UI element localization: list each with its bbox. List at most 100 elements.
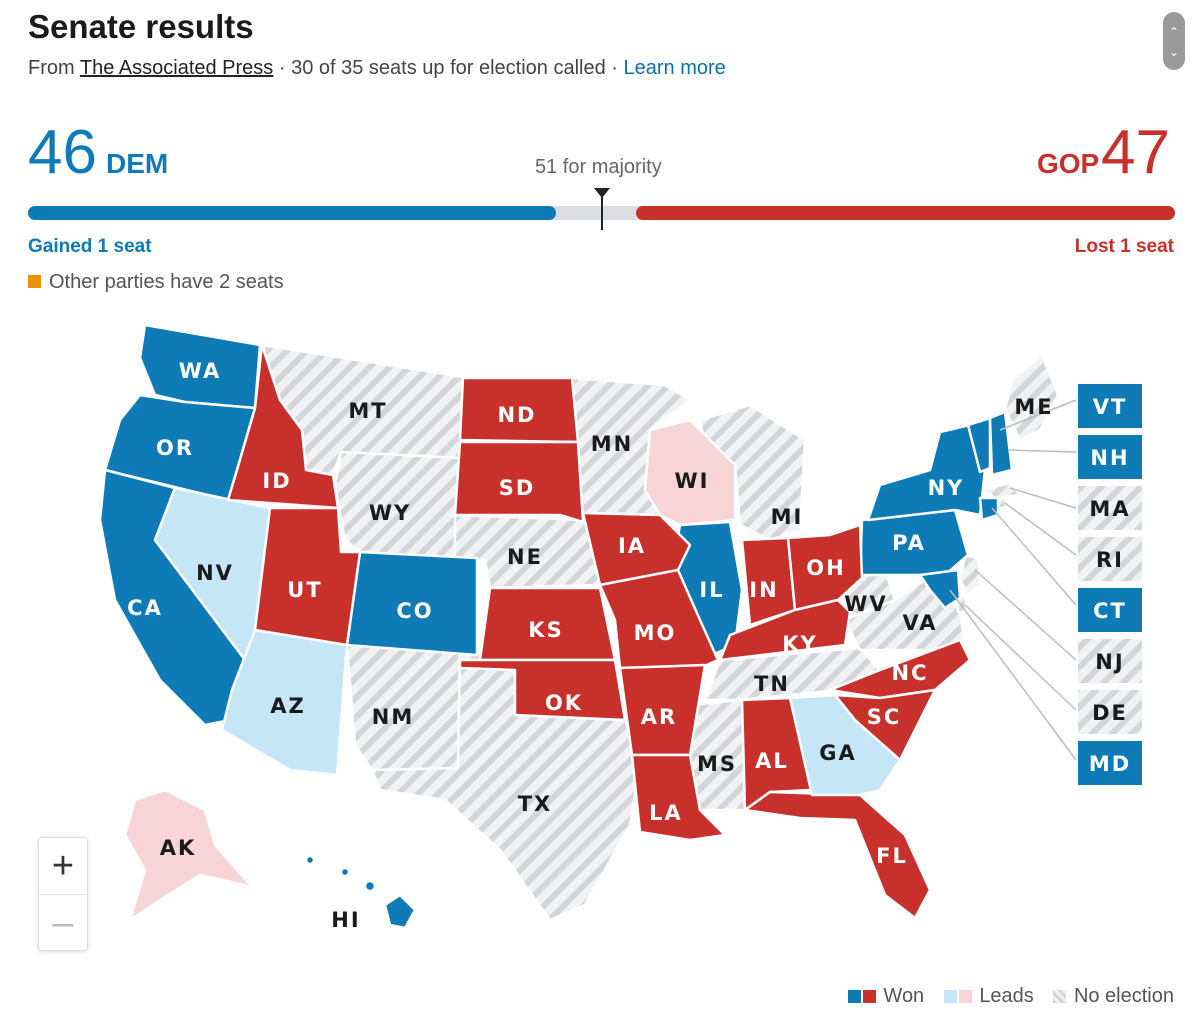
label-MA: MA (1089, 497, 1130, 521)
label-MI: MI (771, 505, 804, 529)
state-HI[interactable] (383, 893, 417, 930)
label-AR: AR (641, 705, 677, 729)
label-AK: AK (160, 836, 197, 860)
state-NJ[interactable] (958, 553, 982, 597)
other-party-swatch (28, 275, 41, 288)
gop-seat-count: 47 (1101, 118, 1170, 187)
box-RI[interactable] (1078, 537, 1142, 581)
gop-change: Lost 1 seat (1074, 236, 1174, 257)
zoom-in-button[interactable]: + (51, 845, 75, 887)
state-GA[interactable] (788, 693, 902, 797)
label-RI: RI (1096, 548, 1124, 572)
gop-won-swatch (862, 990, 876, 1003)
zoom-out-button[interactable]: – (39, 894, 87, 951)
label-NH: NH (1090, 446, 1129, 470)
majority-marker-icon (594, 188, 610, 198)
gop-leads-swatch (958, 990, 972, 1003)
box-DE[interactable] (1078, 690, 1142, 734)
label-NJ: NJ (1095, 650, 1124, 674)
from-label: From (28, 57, 75, 79)
box-CT[interactable] (1078, 588, 1142, 632)
chevron-down-icon[interactable]: ⌄ (1168, 45, 1180, 59)
state-MO[interactable] (598, 568, 720, 670)
label-DE: DE (1092, 701, 1128, 725)
label-WY: WY (369, 501, 411, 525)
label-KY: KY (782, 632, 817, 656)
state-AK[interactable] (123, 788, 282, 922)
state-MA[interactable] (980, 481, 1022, 500)
dem-seat-bar (28, 206, 556, 220)
label-IL: IL (699, 578, 724, 602)
state-HI-island[interactable] (304, 854, 316, 866)
state-SD[interactable] (453, 440, 585, 524)
box-VT[interactable] (1078, 384, 1142, 428)
state-AL[interactable] (740, 696, 814, 812)
box-NJ[interactable] (1078, 639, 1142, 683)
label-NM: NM (372, 705, 414, 729)
state-OK[interactable] (458, 658, 627, 722)
state-HI-island[interactable] (339, 866, 351, 878)
label-MD: MD (1089, 752, 1131, 776)
label-VT: VT (1093, 395, 1128, 419)
no-election-swatch (1053, 990, 1067, 1003)
label-HI: HI (331, 908, 360, 932)
legend-leads: Leads (979, 985, 1034, 1007)
label-MN: MN (591, 432, 633, 456)
dem-won-swatch (847, 990, 861, 1003)
state-CT[interactable] (978, 496, 1000, 522)
label-KS: KS (528, 618, 563, 642)
dem-change: Gained 1 seat (28, 236, 152, 257)
label-WA: WA (179, 359, 221, 383)
state-ID[interactable] (226, 343, 340, 510)
page-title: Senate results (28, 8, 254, 45)
label-OH: OH (806, 556, 845, 580)
label-MO: MO (634, 621, 677, 645)
label-SC: SC (867, 705, 902, 729)
label-TN: TN (754, 672, 790, 696)
label-TX: TX (518, 792, 553, 816)
label-PA: PA (892, 531, 926, 555)
label-MT: MT (348, 399, 387, 423)
label-WV: WV (844, 592, 887, 616)
state-ME[interactable] (1003, 353, 1060, 442)
label-LA: LA (649, 801, 683, 825)
label-ND: ND (497, 403, 536, 427)
label-IN: IN (749, 578, 778, 602)
box-MD[interactable] (1078, 741, 1142, 785)
gop-seat-bar (636, 206, 1175, 220)
label-OK: OK (545, 691, 583, 715)
label-ME: ME (1014, 395, 1053, 419)
gop-label: GOP (1037, 148, 1100, 179)
state-NH[interactable] (988, 410, 1014, 477)
label-NV: NV (196, 561, 234, 585)
label-OR: OR (156, 436, 194, 460)
state-UT[interactable] (253, 506, 362, 647)
scrollbar[interactable]: ⌃ ⌄ (1163, 12, 1185, 70)
label-FL: FL (876, 844, 908, 868)
state-KY[interactable] (718, 598, 852, 662)
chevron-up-icon[interactable]: ⌃ (1168, 25, 1180, 39)
label-GA: GA (819, 741, 857, 765)
zoom-controls: + – (38, 837, 88, 951)
state-HI-island[interactable] (363, 879, 377, 893)
box-NH[interactable] (1078, 435, 1142, 479)
dem-seat-count: 46 (28, 118, 97, 187)
state-IA[interactable] (581, 511, 692, 587)
label-CO: CO (396, 599, 433, 623)
label-IA: IA (618, 534, 646, 558)
state-MD[interactable] (918, 568, 962, 610)
state-VT[interactable] (966, 416, 992, 474)
learn-more-link[interactable]: Learn more (623, 57, 726, 79)
label-NC: NC (892, 661, 929, 685)
state-LA[interactable] (630, 753, 727, 842)
label-CT: CT (1093, 599, 1127, 623)
label-AL: AL (755, 749, 789, 773)
senate-map[interactable]: WA OR CA NV ID MT WY UT AZ CO NM ND SD N… (0, 300, 1200, 980)
legend-no-election: No election (1073, 985, 1174, 1007)
called-text: · 30 of 35 seats up for election called … (278, 57, 618, 79)
legend-won: Won (883, 985, 925, 1007)
source-link[interactable]: The Associated Press (79, 57, 274, 79)
box-MA[interactable] (1078, 486, 1142, 530)
state-WI[interactable] (643, 418, 737, 527)
state-NY[interactable] (866, 423, 987, 522)
